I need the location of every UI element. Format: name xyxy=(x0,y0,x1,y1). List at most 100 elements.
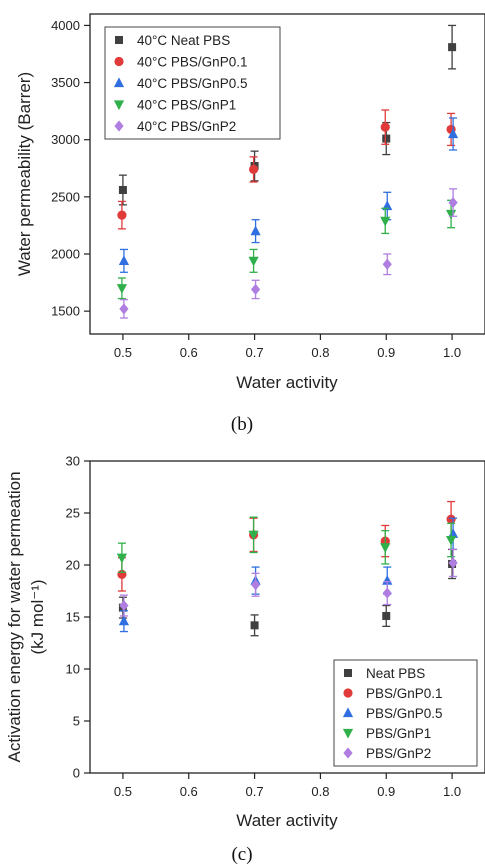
y-axis: 0 5 10 15 20 25 30 xyxy=(66,454,90,781)
data-point xyxy=(119,599,129,612)
x-tick-label: 1.0 xyxy=(443,784,461,799)
y-axis-label-line2: (kJ mol⁻¹) xyxy=(28,579,47,654)
data-point xyxy=(250,283,261,296)
legend-marker xyxy=(115,36,123,44)
data-point xyxy=(250,225,261,236)
data-point xyxy=(380,543,391,553)
legend-label: PBS/GnP1 xyxy=(366,726,431,741)
y-tick-label: 5 xyxy=(73,714,80,729)
legend-marker xyxy=(113,100,125,111)
legend-box xyxy=(104,26,281,140)
legend: Neat PBS PBS/GnP0.1 PBS/GnP0.5 PBS/GnP1 PBS/… xyxy=(333,659,478,767)
panel-b-permeability-chart: 1500 2000 2500 3000 3500 4000 0.5 0.6 0.7 0.8 0.9… xyxy=(15,13,485,435)
series-4 xyxy=(119,188,458,319)
legend-marker xyxy=(344,669,352,677)
data-point xyxy=(448,43,457,52)
series-0 xyxy=(118,548,457,637)
x-axis-label: Water activity xyxy=(236,811,338,830)
y-tick-label: 3000 xyxy=(51,132,80,147)
data-point xyxy=(118,186,127,194)
legend-marker xyxy=(343,747,353,759)
x-axis: 0.5 0.6 0.7 0.8 0.9 1.0 xyxy=(114,334,461,360)
legend-label: Neat PBS xyxy=(366,666,425,681)
y-axis-label-line1: Activation energy for water permeation xyxy=(5,471,24,762)
y-axis-label: Water permeability (Barrer) xyxy=(15,72,34,276)
legend-marker xyxy=(342,707,354,718)
x-tick-label: 0.9 xyxy=(377,345,395,360)
data-points xyxy=(116,500,459,637)
x-tick-label: 1.0 xyxy=(443,345,461,360)
series-4 xyxy=(119,548,458,617)
data-point xyxy=(116,284,128,294)
panel-caption-b: (b) xyxy=(231,414,253,435)
legend-label: 40°C PBS/GnP0.1 xyxy=(137,55,247,70)
x-tick-label: 0.9 xyxy=(377,784,395,799)
legend-marker xyxy=(113,77,125,88)
data-point xyxy=(119,303,129,315)
y-tick-label: 2500 xyxy=(51,189,80,204)
legend-marker xyxy=(114,56,124,67)
panel-caption-c: (c) xyxy=(231,844,252,865)
legend-label: 40°C PBS/GnP1 xyxy=(137,98,236,113)
x-tick-label: 0.7 xyxy=(246,345,264,360)
data-point xyxy=(118,255,130,265)
data-point xyxy=(448,196,458,209)
legend-marker xyxy=(114,120,124,132)
data-point xyxy=(445,209,457,220)
y-tick-label: 3500 xyxy=(51,75,80,90)
data-point xyxy=(117,210,127,220)
series-0 xyxy=(118,24,457,206)
legend-marker xyxy=(342,728,354,739)
data-point xyxy=(382,134,391,143)
data-point xyxy=(118,615,130,626)
data-point xyxy=(248,530,259,541)
plot-frame xyxy=(89,13,485,335)
x-tick-label: 0.5 xyxy=(114,345,132,360)
x-tick-label: 0.8 xyxy=(311,345,329,360)
data-point xyxy=(250,621,259,630)
series-2 xyxy=(118,117,459,273)
y-tick-label: 4000 xyxy=(51,18,80,33)
x-tick-label: 0.8 xyxy=(311,784,329,799)
x-tick-label: 0.5 xyxy=(114,784,132,799)
y-tick-label: 25 xyxy=(66,506,80,521)
x-tick-label: 0.7 xyxy=(246,784,264,799)
data-point xyxy=(382,258,392,270)
data-point xyxy=(446,514,456,524)
legend-label: PBS/GnP0.5 xyxy=(366,706,443,721)
y-tick-label: 1500 xyxy=(51,304,80,319)
data-point xyxy=(382,587,392,599)
x-tick-label: 0.6 xyxy=(180,345,198,360)
data-point xyxy=(445,535,457,546)
data-point xyxy=(448,557,458,569)
series-1 xyxy=(117,500,456,592)
legend-label: PBS/GnP2 xyxy=(366,746,431,761)
legend-marker xyxy=(343,688,353,698)
x-tick-label: 0.6 xyxy=(180,784,198,799)
data-point xyxy=(250,579,261,591)
y-tick-label: 20 xyxy=(66,558,80,573)
data-points xyxy=(116,24,459,319)
data-point xyxy=(380,216,391,227)
legend: 40°C Neat PBS 40°C PBS/GnP0.1 40°C PBS/GnP… xyxy=(104,26,281,140)
series-3 xyxy=(116,516,457,573)
data-point xyxy=(116,553,128,564)
y-tick-label: 15 xyxy=(66,610,80,625)
legend-box xyxy=(333,659,478,767)
panel-c-activation-energy-chart: 0 5 10 15 20 25 30 0.5 0.6 0.7 0.8 0.9 1.0 Neat PBS… xyxy=(5,454,485,865)
data-point xyxy=(382,611,391,620)
data-point xyxy=(447,128,459,139)
legend-label: 40°C PBS/GnP2 xyxy=(137,119,236,134)
data-point xyxy=(248,164,259,175)
data-point xyxy=(380,122,390,132)
series-3 xyxy=(116,199,457,300)
x-axis-label: Water activity xyxy=(236,373,338,392)
y-axis: 1500 2000 2500 3000 3500 4000 xyxy=(51,18,90,319)
legend-label: PBS/GnP0.1 xyxy=(366,686,443,701)
x-axis: 0.5 0.6 0.7 0.8 0.9 1.0 xyxy=(114,773,461,799)
y-tick-label: 2000 xyxy=(51,247,80,262)
legend-label: 40°C Neat PBS xyxy=(137,33,230,48)
data-point xyxy=(248,256,259,267)
series-2 xyxy=(118,517,459,633)
